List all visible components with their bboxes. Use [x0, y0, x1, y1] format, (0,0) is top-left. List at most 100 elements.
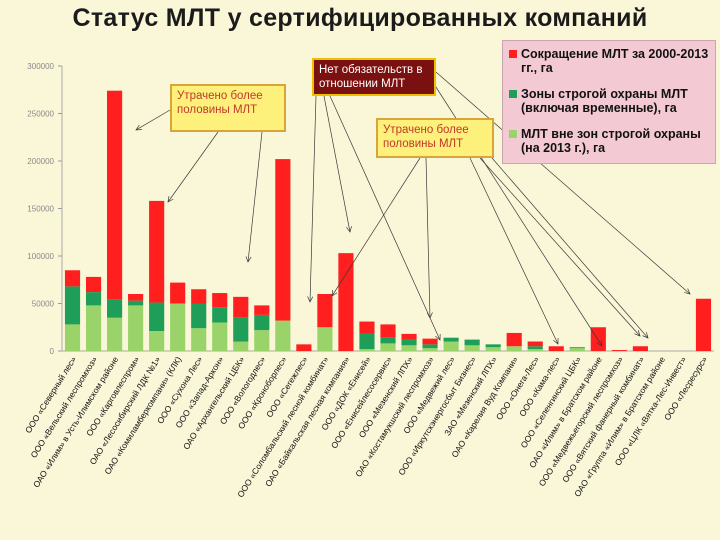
callout-arrow: [135, 109, 171, 131]
bar-outside-zone: [443, 341, 459, 351]
bar-outside-zone: [275, 320, 291, 351]
bar-strict-zone: [527, 346, 543, 350]
bar-reduction: [401, 333, 417, 340]
callout-arrowhead: [245, 256, 252, 263]
bar-reduction: [548, 346, 564, 351]
callout-arrowhead: [307, 296, 314, 303]
callout-arrow: [323, 95, 351, 233]
bar-outside-zone: [422, 348, 438, 351]
bar-reduction: [422, 338, 438, 345]
callout-arrow: [435, 71, 691, 295]
callout-arrowhead: [331, 290, 338, 297]
bar-strict-zone: [233, 317, 249, 342]
callout-arrowhead: [596, 340, 603, 347]
bar-outside-zone: [128, 305, 144, 351]
legend-label-reduction: Сокращение МЛТ за 2000-2013 гг., га: [521, 47, 709, 75]
callout-arrow: [479, 157, 641, 337]
bar-outside-zone: [233, 341, 249, 351]
bar-outside-zone: [464, 345, 480, 351]
bar-strict-zone: [85, 292, 102, 306]
chart-title: Статус МЛТ у сертифицированных компаний: [72, 4, 648, 32]
bar-outside-zone: [107, 317, 123, 351]
bar-outside-zone: [506, 346, 522, 351]
callout-arrowhead: [553, 337, 559, 345]
legend-swatch-reduction: [509, 50, 517, 58]
bar-outside-zone: [170, 303, 186, 351]
y-tick-label: 100000: [27, 252, 54, 261]
legend-label-strict: Зоны строгой охраны МЛТ (включая временн…: [521, 87, 688, 115]
callout-arrowhead: [642, 332, 649, 339]
bar-reduction: [359, 321, 375, 334]
bar-outside-zone: [254, 330, 270, 351]
bar-reduction: [128, 294, 144, 301]
callout-lost-half-2: Утрачено более половины МЛТ: [376, 118, 494, 158]
callout-arrow: [331, 157, 421, 297]
bar-outside-zone: [317, 327, 333, 351]
bar-outside-zone: [191, 328, 207, 351]
bar-reduction: [170, 282, 186, 304]
callout-arrowhead: [684, 288, 691, 295]
legend: Сокращение МЛТ за 2000-2013 гг., га Зоны…: [502, 40, 716, 164]
bar-outside-zone: [85, 305, 102, 351]
bar-strict-zone: [464, 339, 480, 346]
bar-strict-zone: [191, 303, 207, 329]
callout-arrow: [309, 95, 317, 303]
callout-arrowhead: [167, 196, 174, 203]
bar-strict-zone: [401, 339, 417, 346]
callout-no-obligations: Нет обязательств в отношении МЛТ: [312, 58, 436, 96]
bar-outside-zone: [569, 348, 585, 351]
callout-arrow: [167, 131, 219, 203]
bar-strict-zone: [569, 347, 585, 349]
bar-outside-zone: [527, 349, 543, 351]
bar-strict-zone: [254, 314, 270, 331]
bar-outside-zone: [380, 343, 396, 351]
bar-reduction: [338, 253, 354, 351]
bar-reduction: [317, 294, 333, 328]
callout-arrowhead: [346, 226, 352, 233]
callout-arrow: [425, 157, 431, 319]
bar-reduction: [233, 296, 249, 318]
bar-outside-zone: [359, 349, 375, 351]
y-tick-label: 250000: [27, 110, 54, 119]
bar-strict-zone: [359, 333, 375, 350]
legend-swatch-outside: [509, 130, 517, 138]
bar-strict-zone: [212, 307, 228, 323]
callout-arrow: [469, 157, 559, 345]
callout-arrowhead: [426, 312, 433, 319]
legend-label-outside: МЛТ вне зон строгой охраны (на 2013 г.),…: [521, 127, 701, 155]
bar-strict-zone: [64, 286, 81, 325]
callout-arrowhead: [634, 330, 641, 337]
bar-reduction: [191, 289, 207, 304]
bar-outside-zone: [401, 345, 417, 351]
bar-reduction: [611, 350, 627, 351]
callout-arrowhead: [435, 333, 441, 341]
bar-reduction: [149, 200, 165, 303]
bar-reduction: [527, 341, 543, 347]
callout-lost-half-1: Утрачено более половины МЛТ: [170, 84, 286, 132]
bar-outside-zone: [485, 347, 501, 351]
bar-strict-zone: [485, 344, 501, 348]
y-tick-label: 300000: [27, 62, 54, 71]
bar-reduction: [275, 159, 291, 321]
bar-outside-zone: [149, 331, 165, 351]
bar-reduction: [632, 346, 648, 351]
callout-arrow: [247, 131, 263, 263]
y-tick-label: 0: [50, 347, 55, 356]
bar-strict-zone: [380, 337, 396, 344]
y-tick-label: 50000: [32, 300, 55, 309]
bar-strict-zone: [443, 337, 459, 342]
bar-strict-zone: [128, 300, 144, 306]
y-tick-label: 150000: [27, 205, 54, 214]
bar-reduction: [64, 270, 81, 287]
bar-reduction: [380, 324, 396, 338]
bar-strict-zone: [149, 302, 165, 332]
callout-arrow: [491, 157, 649, 339]
bar-outside-zone: [212, 322, 228, 351]
bar-strict-zone: [422, 344, 438, 349]
bar-reduction: [212, 293, 228, 308]
callout-arrowhead: [135, 124, 143, 131]
bar-reduction: [254, 305, 270, 315]
legend-swatch-strict: [509, 90, 517, 98]
y-tick-label: 200000: [27, 157, 54, 166]
bar-reduction: [107, 90, 123, 300]
